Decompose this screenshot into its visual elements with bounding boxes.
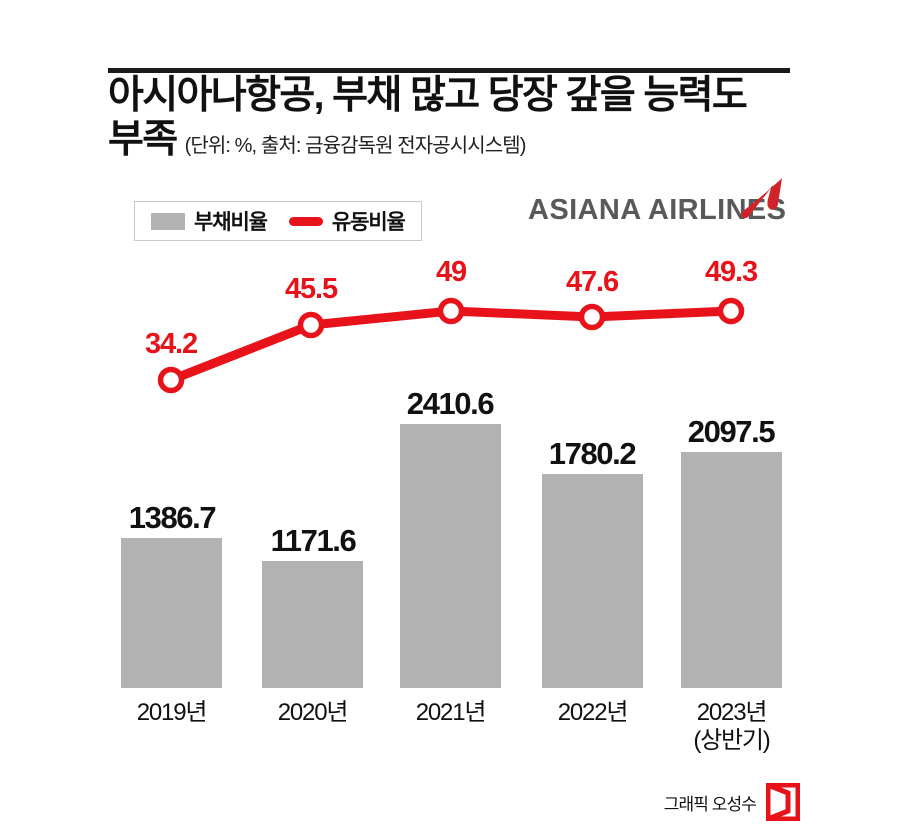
x-axis-label-2019: 2019년 [136,699,208,726]
line-value-2020: 45.5 [284,273,338,305]
credit-block: 그래픽 오성수 [620,780,800,824]
header-rule [108,68,790,73]
line-marker-2019 [157,366,185,394]
asiana-airlines-logo: ASIANA AIRLINES [528,172,790,234]
line-marker-2020 [297,311,325,339]
title-block: 아시아나항공, 부채 많고 당장 갚을 능력도 부족 (단위: %, 출처: 금융감… [108,74,808,161]
bar-2023 [681,452,782,688]
asiana-logo-text: ASIANA AIRLINES [528,194,787,226]
bar-value-2022: 1780.2 [548,436,637,471]
bar-2019 [121,538,222,688]
hankookilbo-mark-icon [766,783,800,821]
line-marker-2021 [437,297,465,325]
line-marker-2022 [578,303,606,331]
page-title-line2: 부족 [108,117,178,161]
line-value-2022: 47.6 [565,266,619,298]
line-value-2023: 49.3 [704,256,758,288]
x-axis-label-2023: 2023년 (상반기) [693,699,770,755]
bar-value-2023: 2097.5 [687,414,776,449]
x-axis-label-2021: 2021년 [415,699,487,726]
bar-2021 [400,424,501,688]
line-marker-2023 [717,297,745,325]
x-axis-label-2020: 2020년 [277,699,349,726]
legend-label-debt-ratio: 부채비율 [194,211,268,234]
legend-bar-swatch-icon [151,212,185,230]
chart-legend: 부채비율 유동비율 [134,201,422,241]
legend-label-current-ratio: 유동비율 [331,211,406,234]
line-value-2019: 34.2 [144,328,198,360]
legend-line-swatch-icon [288,216,323,226]
line-value-2021: 49 [435,256,467,288]
page-title: 아시아나항공, 부채 많고 당장 갚을 능력도 부족 (단위: %, 출처: 금융감… [108,74,808,161]
asiana-swoosh-icon [741,178,782,219]
bar-value-2019: 1386.7 [128,500,217,535]
legend-item-current-ratio[interactable]: 유동비율 [288,206,406,236]
bar-value-2021: 2410.6 [406,386,495,421]
line-path [166,306,736,385]
bar-2022 [542,474,643,688]
bar-2020 [262,561,363,688]
credit-text: 그래픽 오성수 [663,794,757,814]
page-subtitle: (단위: %, 출처: 금융감독원 전자공시시스템) [184,134,527,157]
x-axis-label-2022: 2022년 [557,699,629,726]
page-title-line1: 아시아나항공, 부채 많고 당장 갚을 능력도 [108,74,748,117]
bar-value-2020: 1171.6 [270,523,357,558]
legend-item-debt-ratio[interactable]: 부채비율 [151,206,268,236]
